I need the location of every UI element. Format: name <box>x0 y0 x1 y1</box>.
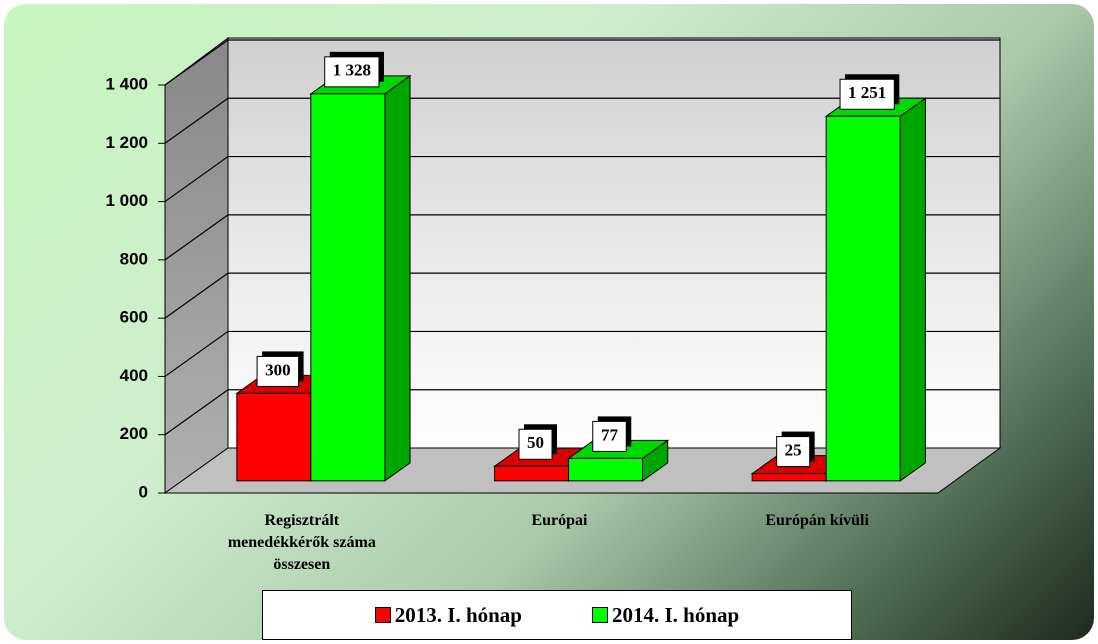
grid-line <box>164 214 1000 261</box>
value-label-box: 25 <box>776 431 815 468</box>
label-box <box>518 428 553 460</box>
x-tick-label: Európán kívüli <box>765 512 869 529</box>
legend-label: 2014. I. hónap <box>612 602 740 627</box>
grid-line <box>164 389 1000 436</box>
y-tick-label: 600 <box>120 308 148 327</box>
bar <box>494 465 570 482</box>
y-tick-label: 800 <box>120 249 148 268</box>
legend-swatch <box>374 607 391 623</box>
legend-item: 2014. I. hónap <box>592 603 739 628</box>
bar <box>310 93 386 482</box>
y-tick-label: 1 200 <box>105 133 148 152</box>
x-tick-label: Európai <box>531 512 588 529</box>
value-label: 1 328 <box>333 61 371 80</box>
bar <box>568 457 644 482</box>
label-box <box>592 420 627 452</box>
value-label: 50 <box>527 433 544 452</box>
value-label: 300 <box>265 360 291 379</box>
value-label-box: 50 <box>518 424 558 460</box>
legend: 2013. I. hónap 2014. I. hónap <box>262 590 852 640</box>
y-tick-label: 1 000 <box>105 191 148 210</box>
value-label-box: 77 <box>592 416 632 452</box>
bar <box>825 115 901 482</box>
y-tick-label: 200 <box>120 424 148 443</box>
label-box <box>324 56 380 88</box>
bar <box>236 392 312 482</box>
side-wall <box>164 37 229 494</box>
bar <box>751 473 827 482</box>
value-label-box: 1 328 <box>324 51 384 88</box>
value-label-box: 1 251 <box>839 74 900 110</box>
value-label: 1 251 <box>848 83 886 102</box>
grid-line <box>164 97 1000 144</box>
grid-line <box>164 155 1000 203</box>
label-box <box>839 78 895 110</box>
grid-line <box>164 330 1000 377</box>
grid-line <box>164 272 1000 319</box>
value-label: 77 <box>601 425 619 444</box>
y-tick-label: 1 400 <box>105 74 148 93</box>
legend-label: 2013. I. hónap <box>394 602 522 627</box>
label-box <box>776 436 811 468</box>
y-tick-label: 400 <box>120 366 148 385</box>
value-label: 25 <box>785 440 802 459</box>
label-box <box>256 355 300 387</box>
bar-side <box>384 74 411 482</box>
y-tick-label: 0 <box>139 482 148 501</box>
bar-side <box>899 97 926 482</box>
x-tick-label: Regisztrált menedékkérők száma összesen <box>227 512 376 573</box>
grid-line <box>164 39 1000 86</box>
legend-swatch <box>592 607 608 623</box>
legend-item: 2013. I. hónap <box>374 602 522 628</box>
value-label-box: 300 <box>256 351 304 387</box>
